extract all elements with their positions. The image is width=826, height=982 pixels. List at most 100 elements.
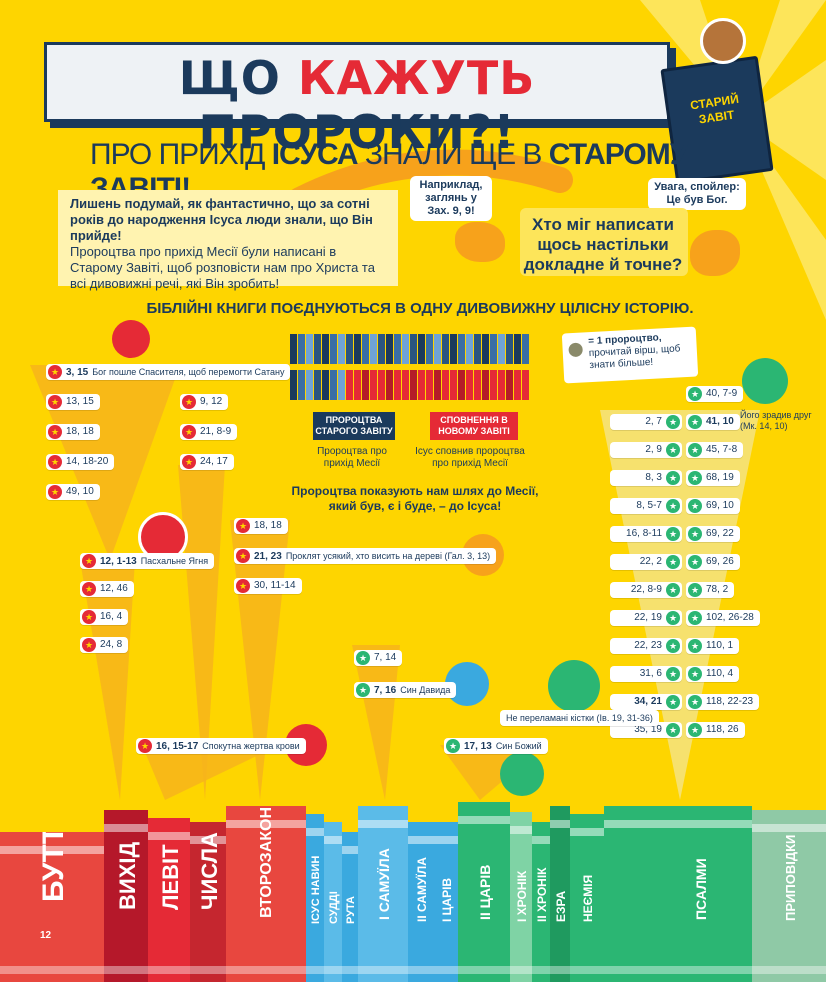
book-band	[104, 966, 148, 974]
title-part-1: ЩО	[178, 51, 281, 105]
verse-ref: 45, 7-8	[706, 444, 738, 455]
bible-book-8: РУТА	[342, 832, 358, 982]
bible-book-12: ІІ ЦАРІВ	[458, 802, 510, 982]
title-part-2: КАЖУТЬ	[297, 51, 536, 105]
verse-ref: 21, 23	[254, 551, 282, 562]
prophet-face-icon	[700, 18, 746, 64]
verse-tag: ★ 3, 15 Бог пошле Спасителя, щоб перемогти…	[46, 364, 291, 380]
book-band	[226, 820, 306, 828]
star-medal-icon: ★	[688, 387, 702, 401]
intro-text: Пророцтва про прихід Месії були написані…	[70, 244, 375, 291]
new-bar	[474, 370, 481, 400]
verse-ref: 12, 46	[100, 583, 128, 594]
old-bar	[434, 334, 441, 364]
book-spine-label: ІІ ЦАРІВ	[477, 864, 493, 920]
old-bar	[362, 334, 369, 364]
star-medal-icon: ★	[446, 739, 460, 753]
new-bar	[370, 370, 377, 400]
new-bar	[330, 370, 337, 400]
verse-tag: ★ 102, 26-28	[686, 610, 760, 626]
bible-bookshelf: БУТТЯ ВИХІД ЛЕВІТ ЧИСЛА ВТОРОЗАКОННЯ ІСУС НАВ…	[0, 800, 826, 982]
heart-icon	[742, 358, 788, 404]
question-text: Хто міг написати щось настільки докладне…	[523, 215, 683, 274]
verse-tag: ★ 110, 1	[686, 638, 740, 654]
book-band	[358, 966, 408, 974]
book-band	[550, 820, 570, 828]
verse-tag: ★ 9, 12	[180, 394, 229, 410]
verse-tag: 2, 7 ★	[610, 414, 682, 430]
new-bar	[354, 370, 361, 400]
new-bar	[458, 370, 465, 400]
old-bar	[426, 334, 433, 364]
verse-tag: ★ 78, 2	[686, 582, 735, 598]
book-band	[408, 966, 434, 974]
verse-ref: 7, 16	[374, 685, 397, 696]
old-bar	[506, 334, 513, 364]
new-bar	[402, 370, 409, 400]
book-band	[434, 836, 458, 844]
subtitle: ПРО ПРИХІД ІСУСА ЗНАЛИ ЩЕ В СТАРОМУ ЗАВІ…	[90, 138, 690, 206]
bible-book-1: БУТТЯ	[0, 832, 104, 982]
book-band	[226, 966, 306, 974]
verse-ref: 40, 7-9	[706, 388, 738, 399]
star-medal-icon: ★	[356, 651, 370, 665]
psalms-note-2: Не переламані кістки (Ів. 19, 31-36)	[500, 710, 659, 726]
donkey-right-icon	[690, 230, 740, 276]
book-band	[190, 966, 226, 974]
bible-book-14: ІІ ХРОНІК	[532, 822, 550, 982]
star-medal-icon: ★	[666, 443, 680, 457]
book-spine-label: НЕЄМІЯ	[581, 874, 595, 922]
center-text: Пророцтва показують нам шлях до Месії, я…	[291, 484, 539, 513]
verse-ref: 35, 19	[634, 724, 662, 735]
bible-book-10: ІІ САМУЇЛА	[408, 822, 434, 982]
old-bar	[306, 334, 313, 364]
bible-book-16: НЕЄМІЯ	[570, 814, 604, 982]
bible-book-4: ЧИСЛА	[190, 822, 226, 982]
verse-tag: ★ 18, 18	[234, 518, 288, 534]
old-bar	[330, 334, 337, 364]
book-band	[190, 836, 226, 844]
star-medal-icon: ★	[666, 471, 680, 485]
star-medal-icon: ★	[688, 499, 702, 513]
verse-tag: ★ 13, 15	[46, 394, 100, 410]
star-medal-icon: ★	[688, 611, 702, 625]
verse-tag: 8, 3 ★	[610, 470, 682, 486]
book-spine-label: РУТА	[344, 895, 357, 924]
verse-tag: 35, 19 ★	[610, 722, 682, 738]
book-spine-label: ІІ САМУЇЛА	[415, 857, 429, 922]
verse-tag: 22, 8-9 ★	[610, 582, 682, 598]
verse-tag: ★ 118, 22-23	[686, 694, 760, 710]
new-bar	[362, 370, 369, 400]
star-medal-icon: ★	[666, 723, 680, 737]
legend-old-text: Пророцтва про прихід Месії	[317, 446, 387, 469]
verse-tag: ★ 7, 16 Син Давида	[354, 682, 457, 698]
verse-ref: 78, 2	[706, 584, 729, 595]
verse-ref: 68, 19	[706, 472, 734, 483]
verse-note: Бог пошле Спасителя, щоб перемогти Сатан…	[92, 367, 285, 377]
star-medal-icon: ★	[138, 739, 152, 753]
bible-book-13: І ХРОНІК	[510, 812, 532, 982]
bible-book-9: І САМУЇЛА	[358, 806, 408, 982]
book-band	[532, 966, 550, 974]
verse-ref: 21, 8-9	[200, 426, 232, 437]
verse-ref: 16, 8-11	[626, 528, 662, 539]
new-bar	[490, 370, 497, 400]
new-bar	[466, 370, 473, 400]
new-bar	[394, 370, 401, 400]
verse-ref: 13, 15	[66, 396, 94, 407]
new-bar	[298, 370, 305, 400]
book-spine-label: ПРИПОВІДКИ	[782, 834, 798, 921]
verse-ref: 41, 10	[706, 416, 734, 427]
verse-ref: 17, 13	[464, 741, 492, 752]
bible-book-11: І ЦАРІВ	[434, 822, 458, 982]
verse-tag: 22, 2 ★	[610, 554, 682, 570]
new-bar	[338, 370, 345, 400]
page-title: ЩО КАЖУТЬ ПРОРОКИ?!	[47, 51, 667, 159]
star-medal-icon: ★	[666, 639, 680, 653]
verse-tag: 8, 5-7 ★	[610, 498, 682, 514]
old-bar	[522, 334, 529, 364]
verse-tag: ★ 68, 19	[686, 470, 740, 486]
speech-bubble-right: Увага, спойлер: Це був Бог.	[648, 178, 746, 210]
verse-ref: 30, 11-14	[254, 580, 296, 591]
old-bar	[450, 334, 457, 364]
